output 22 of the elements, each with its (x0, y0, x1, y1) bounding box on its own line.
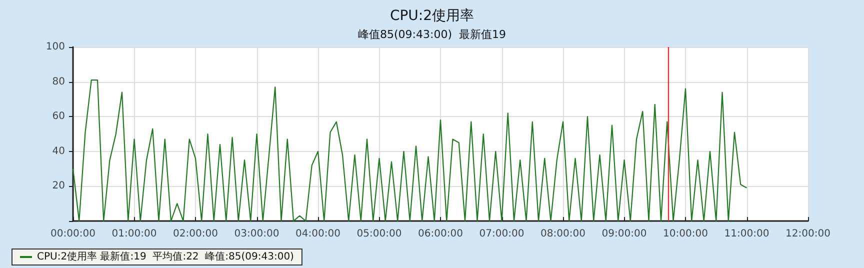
line-series (72, 80, 748, 222)
x-tick-label: 06:00:00 (418, 228, 463, 240)
x-tick-label: 08:00:00 (540, 228, 586, 240)
x-tick-label: 04:00:00 (296, 228, 340, 240)
x-tick-label: 03:00:00 (234, 228, 280, 240)
y-tick-label: 40 (52, 146, 65, 157)
x-tick-label: 07:00:00 (479, 228, 524, 240)
y-tick-label: 20 (52, 180, 65, 192)
x-tick-label: 05:00:00 (356, 228, 402, 240)
x-tick-label: 12:00:00 (786, 228, 830, 240)
x-tick-label: 02:00:00 (173, 228, 218, 240)
y-tick-label: 80 (52, 76, 65, 88)
x-tick-label: 01:00:00 (112, 228, 157, 240)
chart-title: CPU:2使用率 (390, 8, 474, 24)
y-tick-label: 60 (52, 111, 65, 122)
x-tick-label: 09:00:00 (602, 228, 647, 240)
x-tick-label: 11:00:00 (724, 228, 770, 240)
x-tick-label: 10:00:00 (663, 228, 708, 240)
chart-subtitle: 峰值85(09:43:00) 最新值19 (358, 28, 506, 41)
x-tick-label: 00:00:00 (50, 228, 96, 240)
legend-label: CPU:2使用率 最新值:19 平均值:22 峰值:85(09:43:00) (37, 250, 294, 262)
y-tick-label: 100 (46, 42, 65, 52)
